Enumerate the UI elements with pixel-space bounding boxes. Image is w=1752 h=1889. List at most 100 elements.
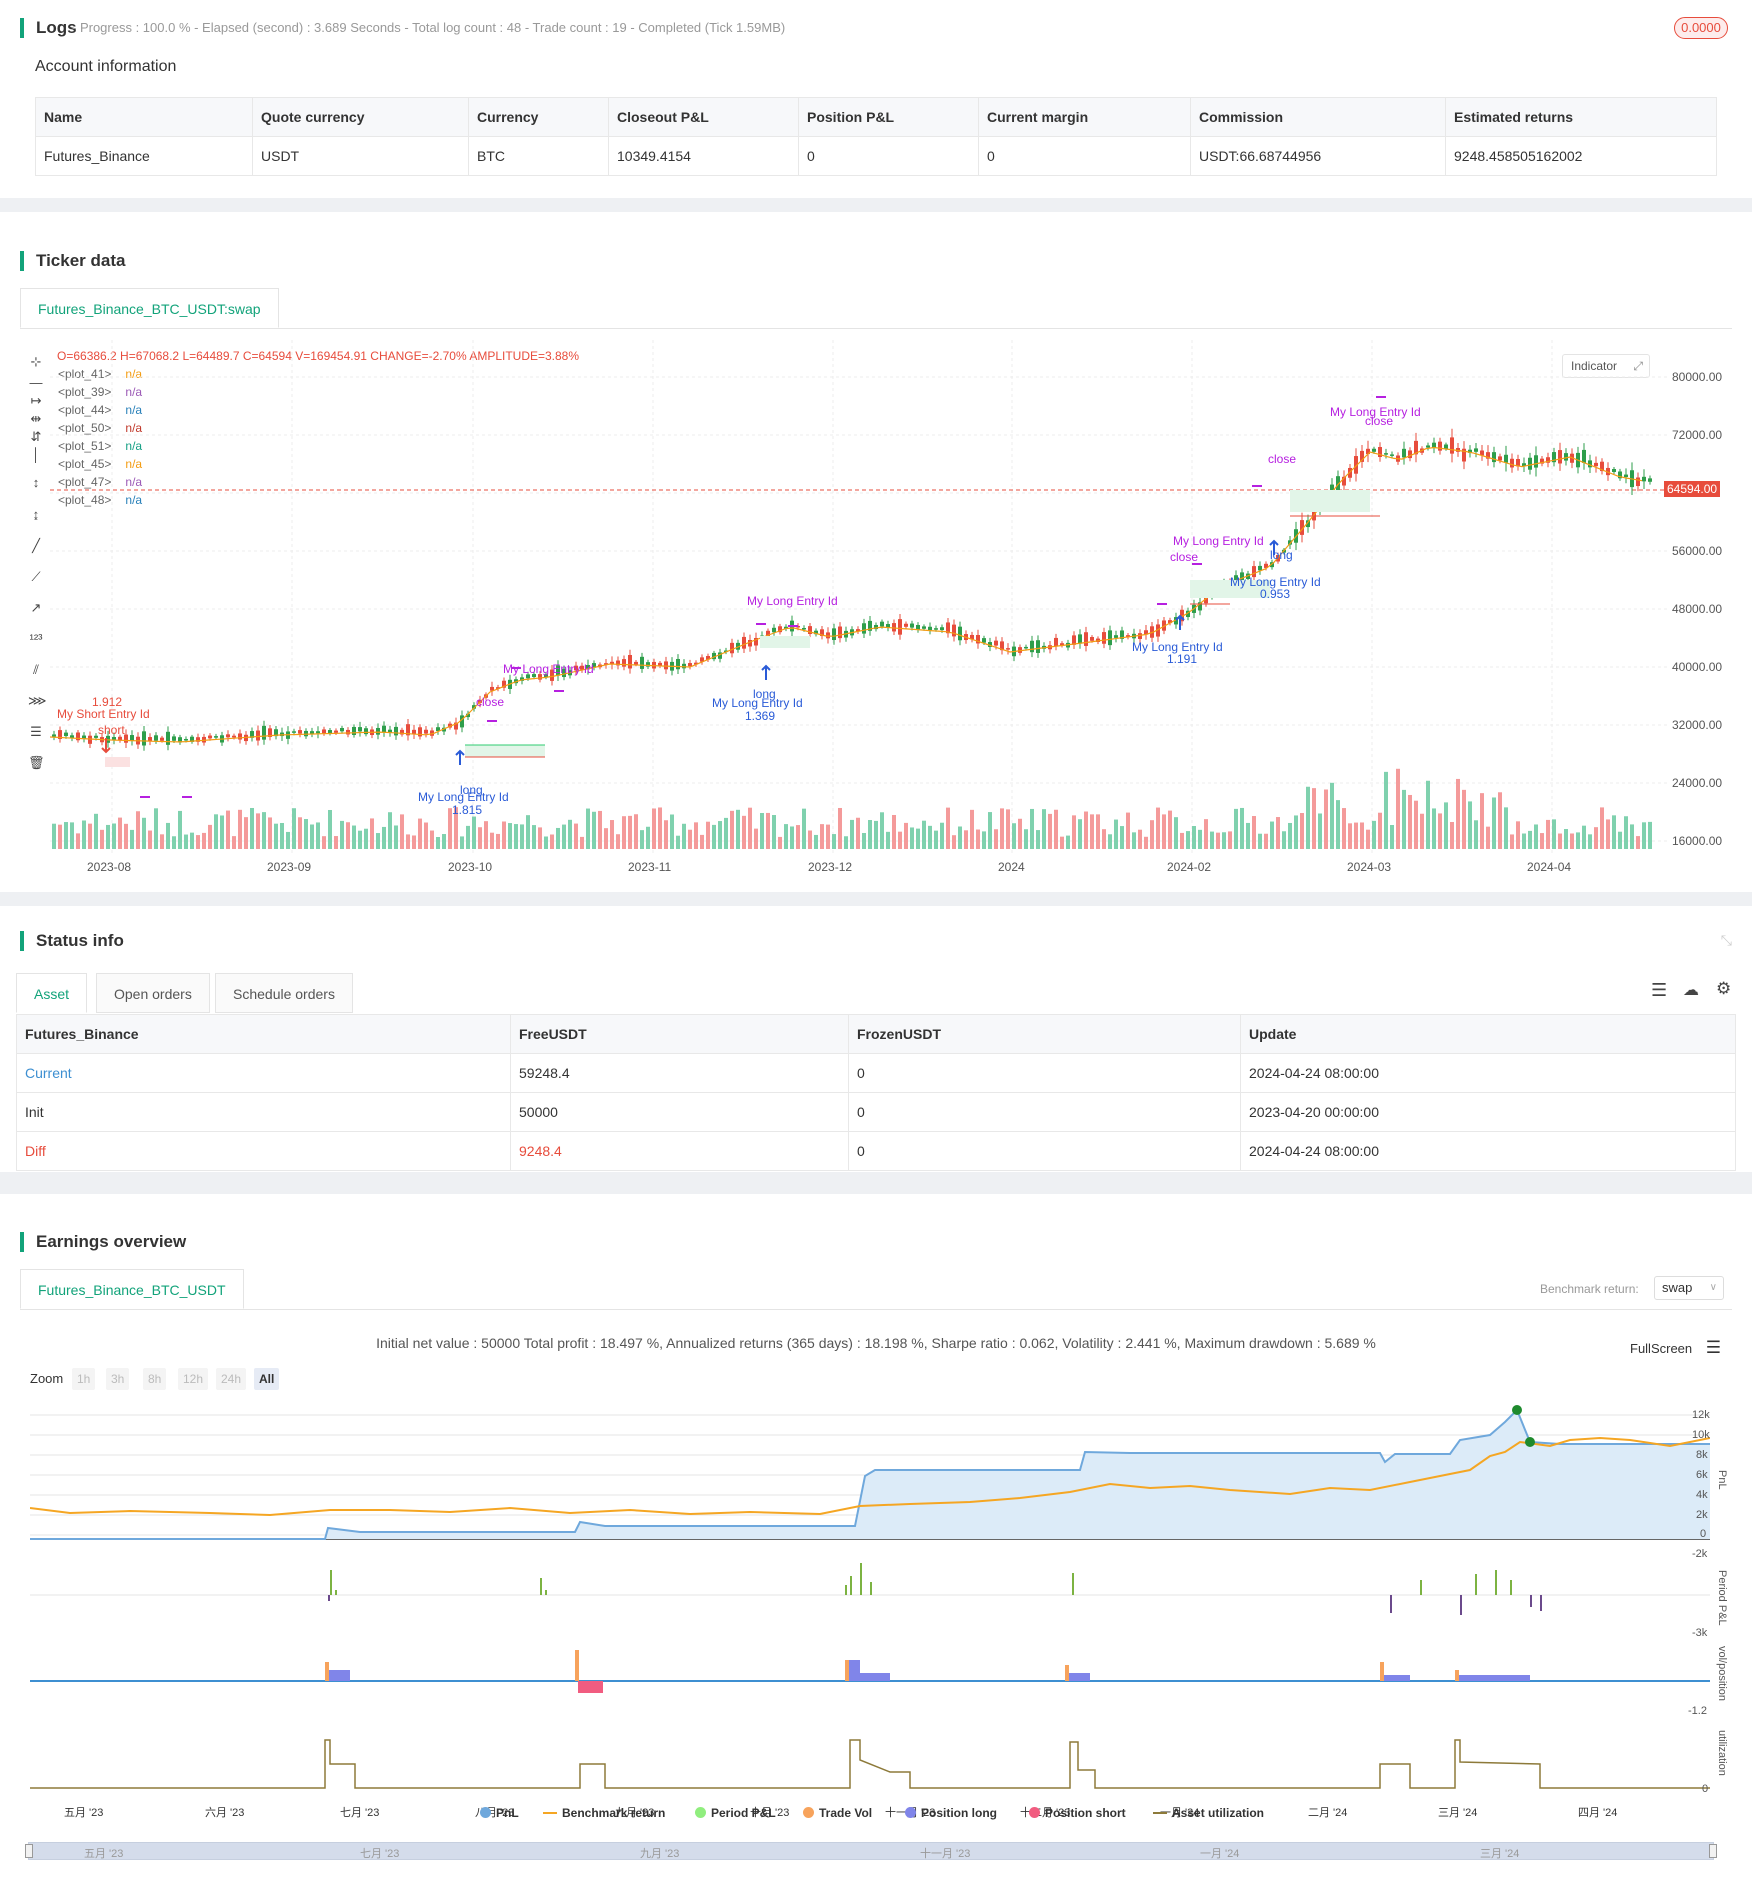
fib-levels-icon[interactable]: ☰	[30, 724, 42, 739]
volume-bar	[778, 836, 782, 849]
volume-bar	[1072, 815, 1076, 849]
fib-icon[interactable]: ⋙	[28, 693, 47, 708]
navigator-handle-left[interactable]	[25, 1844, 33, 1858]
horizontal-ray-icon[interactable]: ↦	[30, 393, 42, 408]
trash-icon[interactable]: 🗑	[28, 755, 45, 770]
segment-icon[interactable]: ⇹	[30, 411, 42, 426]
benchmark-select[interactable]: swap ∨	[1654, 1276, 1724, 1300]
y-tick: 24000.00	[1672, 776, 1723, 790]
volume-bar	[1348, 823, 1352, 849]
volume-bar	[1156, 807, 1160, 849]
y-tick: 72000.00	[1672, 428, 1723, 442]
legend-item-pnl[interactable]: PnL	[480, 1806, 519, 1820]
zoom-3h[interactable]: 3h	[106, 1368, 130, 1390]
volume-bar	[376, 833, 380, 849]
long-label: long	[460, 783, 483, 797]
candlestick-chart[interactable]	[50, 340, 1668, 855]
legend-item-position-short[interactable]: Position short	[1029, 1806, 1126, 1820]
candle-body	[820, 629, 824, 637]
trend-line-icon[interactable]: ╱	[32, 538, 40, 553]
parallel-channel-icon[interactable]: ⫽	[33, 662, 39, 677]
last-price-tag: 64594.00	[1664, 481, 1721, 497]
volume-bar	[1606, 819, 1610, 849]
candle-body	[1636, 477, 1640, 487]
plot-name: <plot_44>	[58, 403, 112, 417]
candle-body	[1270, 562, 1274, 568]
zoom-8h[interactable]: 8h	[143, 1368, 167, 1390]
candle-body	[1366, 448, 1370, 455]
vertical-line-icon[interactable]: │	[31, 447, 41, 462]
zoom-12h[interactable]: 12h	[178, 1368, 209, 1390]
volume-bar	[826, 824, 830, 849]
trade-value-label: 1.191	[1167, 652, 1198, 666]
volume-bar	[262, 812, 266, 849]
legend-item-trade-vol[interactable]: Trade Vol	[803, 1806, 872, 1820]
crosshair-icon[interactable]: ⊹	[30, 354, 42, 369]
volume-bar	[352, 825, 356, 849]
volume-bar	[718, 821, 722, 849]
candle-body	[88, 735, 92, 744]
list-icon[interactable]: ☰	[1651, 980, 1668, 1000]
legend-item-benchmark[interactable]: Benchmark return	[543, 1806, 665, 1820]
candle-body	[1096, 638, 1100, 642]
x-tick: 2023-11	[628, 860, 672, 874]
candle-body	[646, 662, 650, 667]
price-label-icon[interactable]: ¹²³	[29, 631, 43, 646]
menu-icon[interactable]: ☰	[1705, 1338, 1722, 1357]
volume-bar	[898, 831, 902, 849]
zoom-1h[interactable]: 1h	[72, 1368, 96, 1390]
candle-body	[634, 661, 638, 665]
tab-earnings-symbol[interactable]: Futures_Binance_BTC_USDT	[20, 1269, 244, 1309]
collapse-icon[interactable]: ⤡	[1720, 932, 1732, 948]
indicator-button[interactable]: Indicator ⤢	[1562, 354, 1650, 378]
expand-icon[interactable]: ⤢	[1633, 359, 1643, 373]
vertical-segment-icon[interactable]: ↨	[32, 507, 40, 522]
vertical-ray-icon[interactable]: ↕	[32, 475, 40, 490]
volume-bar	[178, 810, 182, 849]
horizontal-line-icon[interactable]: —	[29, 375, 43, 390]
earnings-chart[interactable]	[30, 1400, 1710, 1800]
moving-average-line	[50, 446, 1643, 743]
x-tick: 2024	[998, 860, 1025, 874]
short-label: short	[98, 723, 125, 737]
cloud-download-icon[interactable]: ☁	[1683, 982, 1699, 999]
fullscreen-label: FullScreen	[1630, 1341, 1693, 1356]
tab-asset[interactable]: Asset	[16, 973, 88, 1013]
candle-body	[832, 628, 836, 641]
account-cell: 10349.4154	[608, 136, 799, 176]
candle-body	[1102, 632, 1106, 644]
volume-bar	[370, 818, 374, 849]
legend-swatch	[803, 1807, 814, 1818]
legend-item-asset-utilization[interactable]: Asset utilization	[1153, 1806, 1264, 1820]
volume-bar	[1132, 832, 1136, 849]
volume-bar	[1204, 819, 1208, 849]
volume-bar	[400, 814, 404, 849]
legend-item-period-pnl[interactable]: Period P&L	[695, 1806, 776, 1820]
candle-body	[82, 735, 86, 739]
ray-icon[interactable]: ⟋	[31, 569, 41, 584]
ohlc-readout: O=66386.2 H=67068.2 L=64489.7 C=64594 V=…	[57, 349, 580, 363]
tab-schedule-orders[interactable]: Schedule orders	[215, 973, 353, 1013]
min-point-marker	[1525, 1437, 1535, 1447]
legend-swatch	[905, 1807, 916, 1818]
tab-open-orders[interactable]: Open orders	[96, 973, 210, 1013]
plot-legend-item: <plot_45> n/a	[58, 457, 142, 471]
candle-body	[1432, 442, 1436, 449]
utilization-line	[30, 1739, 1710, 1789]
pnl-area	[30, 1410, 1710, 1539]
candle-body	[214, 736, 218, 738]
candle-body	[1486, 452, 1490, 459]
candle-body	[1546, 457, 1550, 463]
arrow-line-icon[interactable]: ↗	[30, 600, 42, 615]
zoom-all[interactable]: All	[254, 1368, 280, 1390]
tab-ticker-symbol[interactable]: Futures_Binance_BTC_USDT:swap	[20, 288, 279, 328]
gear-icon[interactable]: ⚙	[1716, 979, 1732, 998]
candle-body	[562, 668, 566, 678]
legend-item-position-long[interactable]: Position long	[905, 1806, 997, 1820]
navigator-handle-right[interactable]	[1709, 1844, 1717, 1858]
zoom-24h[interactable]: 24h	[216, 1368, 247, 1390]
price-range-icon[interactable]: ⇵	[30, 429, 42, 444]
volume-bar	[1648, 821, 1652, 849]
fullscreen-button[interactable]: FullScreen ☰	[1630, 1338, 1721, 1358]
navigator[interactable]	[25, 1842, 1717, 1860]
